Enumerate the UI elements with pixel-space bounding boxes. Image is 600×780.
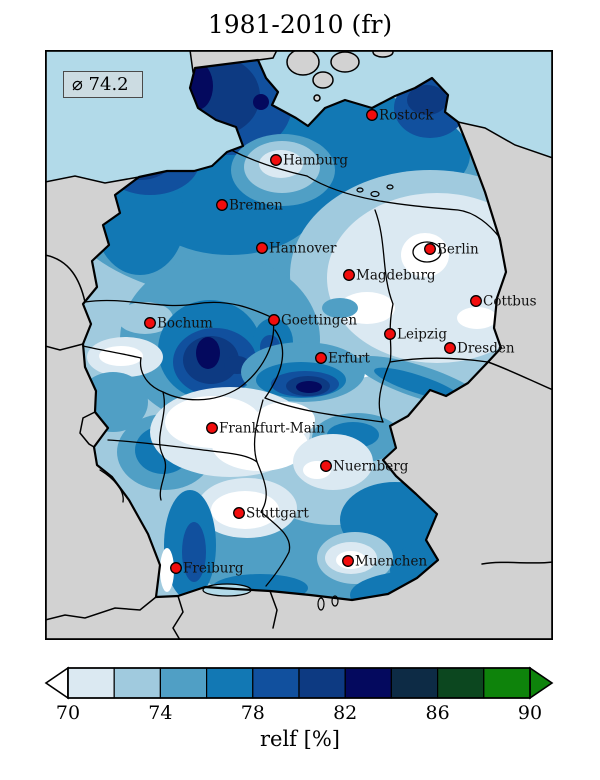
city-label-berlin: Berlin	[437, 242, 479, 258]
city-label-cottbus: Cottbus	[483, 294, 537, 310]
city-label-goettingen: Goettingen	[281, 313, 357, 329]
city-marker-erfurt	[315, 352, 327, 364]
city-label-magdeburg: Magdeburg	[356, 268, 436, 284]
city-marker-hannover	[256, 242, 268, 254]
city-marker-magdeburg	[343, 269, 355, 281]
city-marker-bremen	[216, 199, 228, 211]
city-marker-cottbus	[470, 295, 482, 307]
city-marker-frankfurt-main	[206, 422, 218, 434]
colorbar-segment-4	[206, 667, 254, 699]
colorbar-segment-1	[67, 667, 115, 699]
colorbar-under-arrow	[44, 666, 69, 700]
germany-border	[81, 58, 508, 602]
mean-value-badge: ⌀ 74.2	[63, 71, 143, 98]
colorbar-tick-74: 74	[148, 702, 172, 724]
colorbar-segment-5	[252, 667, 300, 699]
city-label-bochum: Bochum	[157, 316, 213, 332]
city-label-nuernberg: Nuernberg	[333, 459, 409, 475]
city-marker-stuttgart	[233, 507, 245, 519]
city-label-bremen: Bremen	[229, 198, 283, 214]
city-label-freiburg: Freiburg	[183, 561, 244, 577]
city-label-hannover: Hannover	[269, 241, 337, 257]
colorbar-segment-2	[113, 667, 161, 699]
colorbar-segment-6	[298, 667, 346, 699]
colorbar-segment-8	[390, 667, 439, 699]
colorbar-tick-78: 78	[241, 702, 265, 724]
colorbar-segment-10	[483, 667, 531, 699]
city-markers: Rostock Hamburg Bremen Hannover BerlinMagdeb…	[144, 108, 537, 577]
colorbar-tick-90: 90	[518, 702, 542, 724]
city-marker-dresden	[444, 342, 456, 354]
colorbar-segments	[67, 667, 531, 699]
colorbar-outline	[67, 667, 531, 699]
city-marker-hamburg	[270, 154, 282, 166]
figure-title: 1981-2010 (fr)	[207, 10, 393, 39]
colorbar-tick-86: 86	[426, 702, 450, 724]
sea	[45, 50, 553, 183]
colorbar-tick-82: 82	[333, 702, 357, 724]
city-label-dresden: Dresden	[457, 341, 515, 357]
germany-contour-map: Rostock Hamburg Bremen Hannover BerlinMagdeb…	[45, 50, 553, 640]
map-frame	[45, 50, 553, 640]
colorbar-segment-3	[159, 667, 208, 699]
city-marker-goettingen	[268, 314, 280, 326]
country-borders	[45, 121, 553, 640]
colorbar-over-arrow	[529, 666, 554, 700]
colorbar-label: relf [%]	[260, 727, 340, 751]
colorbar: 70 74 78 82 86 90	[44, 666, 554, 724]
city-marker-leipzig	[384, 328, 396, 340]
city-marker-muenchen	[342, 555, 354, 567]
city-marker-bochum	[144, 317, 156, 329]
city-marker-freiburg	[170, 562, 182, 574]
city-label-frankfurt-main: Frankfurt-Main	[219, 421, 325, 437]
city-label-leipzig: Leipzig	[397, 327, 447, 343]
city-label-rostock: Rostock	[379, 108, 434, 124]
city-marker-nuernberg	[320, 460, 332, 472]
city-label-stuttgart: Stuttgart	[246, 506, 309, 522]
city-label-hamburg: Hamburg	[283, 153, 348, 169]
colorbar-ticks: 70 74 78 82 86 90	[56, 702, 542, 724]
colorbar-segment-9	[437, 667, 485, 699]
city-marker-rostock	[366, 109, 378, 121]
colorbar-segment-7	[344, 667, 393, 699]
city-marker-berlin	[424, 243, 436, 255]
state-borders	[82, 149, 501, 587]
colorbar-tick-70: 70	[56, 702, 80, 724]
city-label-erfurt: Erfurt	[328, 351, 370, 367]
city-label-muenchen: Muenchen	[355, 554, 427, 570]
